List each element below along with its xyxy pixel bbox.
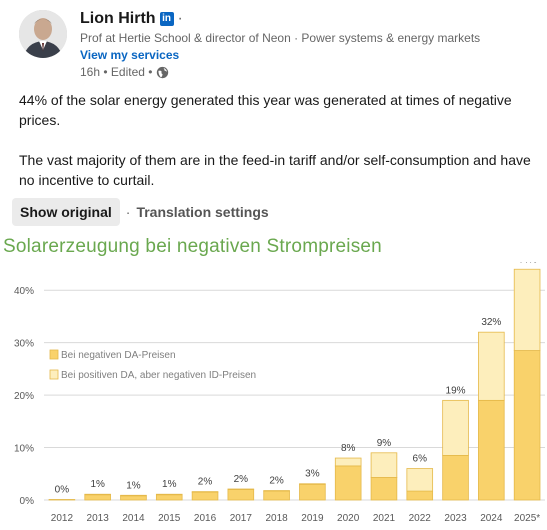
bar-segment-da-negative [84,494,111,501]
view-services-link[interactable]: View my services [80,48,180,62]
bar-total-label: 19% [446,385,466,396]
x-tick-label: 2016 [194,513,217,524]
x-tick-label: 2013 [87,513,110,524]
x-tick-label: 2014 [122,513,145,524]
bar-segment-da-negative [155,494,183,501]
x-tick-label: 2025* [514,513,540,524]
x-tick-label: 2020 [337,513,360,524]
post-header: Lion Hirth in · Prof at Hertie School & … [19,8,539,84]
bar-total-label: 2% [198,477,213,488]
bar-segment-id-negative [513,268,541,351]
bar-total-label: 1% [90,479,105,490]
post-body: 44% of the solar energy generated this y… [19,90,539,190]
author-name-row[interactable]: Lion Hirth in · [80,10,183,28]
bar-total-label: 2% [269,476,284,487]
y-tick-label: 40% [14,286,34,297]
post-paragraph-1: 44% of the solar energy generated this y… [19,92,512,128]
chart-title: Solarerzeugung bei negativen Strompreise… [3,236,382,257]
legend-swatch [49,349,59,360]
bar-segment-da-negative [120,495,147,501]
bar-segment-id-negative [263,490,290,492]
show-original-button[interactable]: Show original [12,198,120,226]
name-separator: · [177,10,183,27]
bar-total-label: 3% [305,469,320,480]
bar-segment-da-negative [442,455,469,501]
bar-total-label: 6% [413,454,428,465]
translation-settings-link[interactable]: Translation settings [136,204,269,220]
bar-total-label: 0% [55,484,70,495]
bar-segment-id-negative [191,491,219,493]
x-tick-label: 2018 [265,513,288,524]
legend-label: Bei positiven DA, aber negativen ID-Prei… [61,370,256,381]
bar-segment-id-negative [334,457,362,467]
bar-total-label: 32% [481,317,501,328]
y-tick-label: 30% [14,339,34,350]
bar-total-label: 1% [126,480,141,491]
stacked-bar-chart: 0% 10% 20% 30% 40% 0% 2012 1% 2013 1% 2014 1% 2015 2%… [14,262,545,524]
x-tick-label: 2019 [301,513,324,524]
bar-segment-id-negative [478,331,505,401]
x-tick-label: 2017 [230,513,253,524]
post-timestamp: 16h • Edited • [80,65,153,79]
bar-segment-da-negative [299,483,326,501]
avatar[interactable] [19,10,67,58]
bar-segment-id-negative [48,499,76,501]
bar-total-label: 9% [377,438,392,449]
legend-swatch [49,369,59,380]
bar-segment-da-negative [227,489,255,501]
translation-row: Show original · Translation settings [12,197,269,227]
globe-icon [157,66,169,78]
avatar-photo [19,10,67,58]
bar-total-label: 2% [234,474,249,485]
bar-segment-da-negative [370,477,398,501]
bar-segment-id-negative [120,494,147,497]
bar-segment-id-negative [155,493,183,496]
bar-segment-id-negative [84,493,111,496]
x-tick-label: 2024 [480,513,503,524]
bar-segment-da-negative [478,399,505,501]
bar-segment-id-negative [227,488,255,490]
bar-total-label: 8% [341,443,356,454]
bar-segment-id-negative [299,483,326,485]
bar-segment-da-negative [263,490,290,501]
bar-segment-da-negative [406,490,434,501]
bar-segment-da-negative [513,350,541,501]
bar-segment-id-negative [370,452,398,478]
x-tick-label: 2022 [409,513,432,524]
x-tick-label: 2012 [51,513,74,524]
legend-label: Bei negativen DA-Preisen [61,350,176,361]
y-tick-label: 0% [20,496,35,507]
linkedin-icon: in [159,12,174,26]
x-tick-label: 2023 [444,513,467,524]
author-headline: Prof at Hertie School & director of Neon… [80,31,481,45]
x-tick-label: 2021 [373,513,396,524]
post-paragraph-2: The vast majority of them are in the fee… [19,152,531,188]
author-name[interactable]: Lion Hirth [80,10,156,27]
translate-separator: · [125,204,131,220]
y-tick-label: 20% [14,391,34,402]
bar-segment-da-negative [191,491,219,501]
bar-segment-id-negative [442,399,469,456]
x-tick-label: 2015 [158,513,181,524]
bar-total-label: 1% [162,479,177,490]
y-tick-label: 10% [14,444,34,455]
bar-total-label: 44% [517,262,537,265]
post-meta: 16h • Edited • [80,65,169,79]
bar-segment-da-negative [334,465,362,501]
bar-segment-id-negative [406,468,434,492]
